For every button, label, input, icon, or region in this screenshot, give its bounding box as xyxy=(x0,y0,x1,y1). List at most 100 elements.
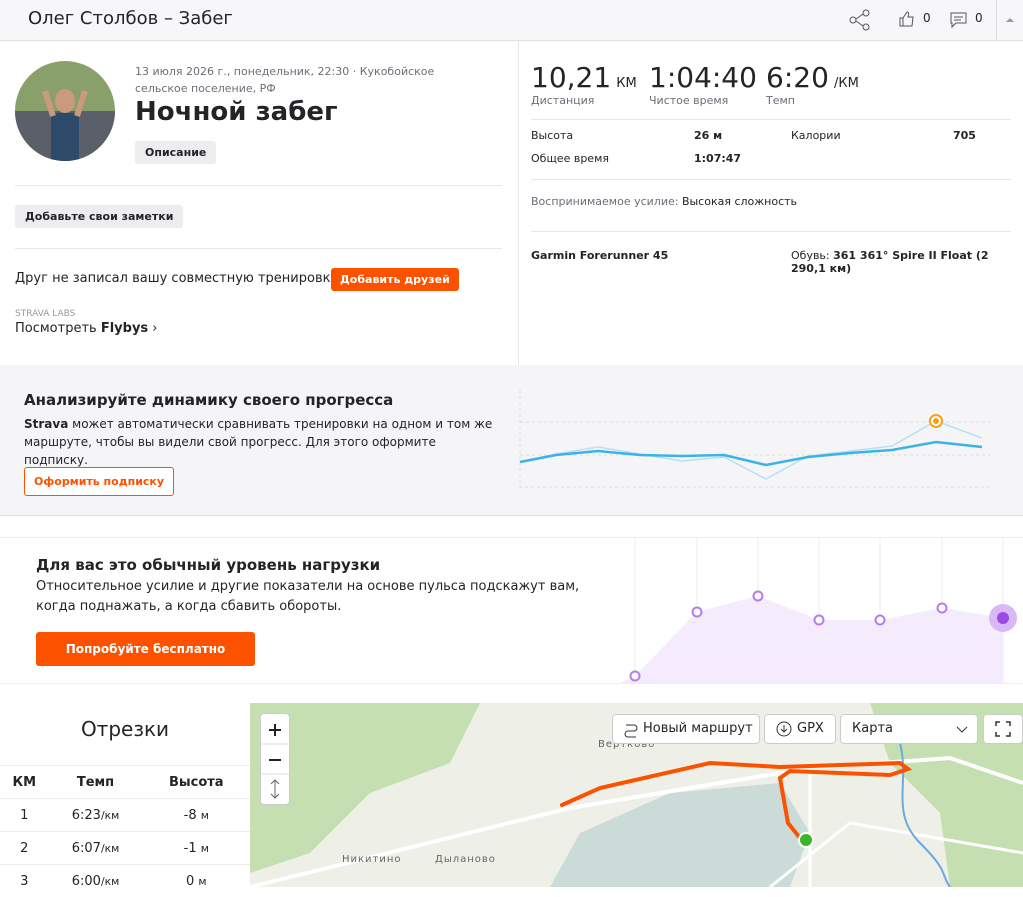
column-header: Высота xyxy=(143,766,250,799)
place-label: Дыланово xyxy=(435,854,496,865)
zoom-icons xyxy=(261,714,289,804)
stat: 10,21 КМ Дистанция xyxy=(531,61,637,107)
promo-text: Strava может автоматически сравнивать тр… xyxy=(24,415,494,469)
gpx-button[interactable]: GPX xyxy=(764,714,836,744)
perceived-effort: Воспринимаемое усилие: Высокая сложность xyxy=(531,195,797,208)
date-location: 13 июля 2026 г., понедельник, 22:30 · Ку… xyxy=(135,63,480,97)
route-icon xyxy=(623,722,639,738)
fullscreen-button[interactable] xyxy=(983,714,1023,744)
notes-button[interactable]: Добавьте свои заметки xyxy=(15,205,183,228)
elevation: 0 м xyxy=(143,865,250,897)
pace: 6:07/км xyxy=(49,832,143,865)
elev-value: -8 xyxy=(184,808,197,823)
promo-title: Для вас это обычный уровень нагрузки xyxy=(36,556,380,574)
description-button[interactable]: Описание xyxy=(135,141,216,164)
map[interactable]: Вертково Никитино Дыланово Новый маршрут… xyxy=(250,703,1023,887)
promo-text: Относительное усилие и другие показатели… xyxy=(36,577,581,617)
pace-unit: /км xyxy=(101,875,119,888)
detail-label: Высота xyxy=(531,129,573,142)
km: 1 xyxy=(0,799,49,832)
stat-value: 6:20 xyxy=(766,61,829,94)
detail-value: 26 м xyxy=(694,129,722,142)
zoom-controls xyxy=(260,713,290,805)
pace-value: 6:23 xyxy=(72,808,101,823)
scroll-up[interactable] xyxy=(996,0,1023,40)
effort-promo: Для вас это обычный уровень нагрузки Отн… xyxy=(0,537,1023,684)
place-label: Никитино xyxy=(342,854,402,865)
friend-prompt: Друг не записал вашу совместную трениров… xyxy=(15,271,345,286)
shoes: Обувь: 361 361° Spire II Float (2 290,1 … xyxy=(791,249,1023,275)
comment-icon[interactable] xyxy=(950,11,968,29)
km: 3 xyxy=(0,865,49,897)
elevation: -8 м xyxy=(143,799,250,832)
divider xyxy=(15,248,502,249)
promo-body: может автоматически сравнивать тренировк… xyxy=(24,417,492,467)
elev-value: -1 xyxy=(184,841,197,856)
flybys-prefix: Посмотреть xyxy=(15,321,97,336)
device: Garmin Forerunner 45 xyxy=(531,249,668,262)
effort-illustration xyxy=(600,538,1023,683)
stat: 6:20 /КМ Темп xyxy=(766,61,859,107)
segments-title: Отрезки xyxy=(0,717,250,741)
stat-unit: /КМ xyxy=(834,76,859,91)
flybys-link[interactable]: Посмотреть Flybys › xyxy=(15,321,158,336)
header-title: Олег Столбов – Забег xyxy=(28,8,233,29)
activity-name: Ночной забег xyxy=(135,97,338,127)
perceived-value: Высокая сложность xyxy=(682,195,797,208)
stat-label: Чистое время xyxy=(649,94,757,107)
pace-value: 6:07 xyxy=(72,841,101,856)
header: Олег Столбов – Забег 0 0 xyxy=(0,0,1023,41)
pace-value: 6:00 xyxy=(72,874,101,889)
comments-count: 0 xyxy=(975,11,983,25)
detail-value: 705 xyxy=(953,129,976,142)
share-icon[interactable] xyxy=(848,8,872,32)
pace: 6:00/км xyxy=(49,865,143,897)
stat-label: Темп xyxy=(766,94,859,107)
divider xyxy=(15,185,502,186)
shoes-label: Обувь: xyxy=(791,249,830,262)
progress-illustration xyxy=(515,385,995,495)
promo-title: Анализируйте динамику своего прогресса xyxy=(24,391,393,409)
fullscreen-icon xyxy=(984,715,1022,743)
pace: 6:23/км xyxy=(49,799,143,832)
divider xyxy=(531,179,1011,180)
divider xyxy=(531,119,1011,120)
download-icon xyxy=(776,721,792,737)
try-free-button[interactable]: Попробуйте бесплатно xyxy=(36,632,255,666)
detail-value: 1:07:47 xyxy=(694,152,741,165)
brand: Strava xyxy=(24,417,68,431)
stat-value: 1:04:40 xyxy=(649,61,757,94)
activity-panel: 13 июля 2026 г., понедельник, 22:30 · Ку… xyxy=(0,41,519,365)
km: 2 xyxy=(0,832,49,865)
labs-label: STRAVA LABS xyxy=(15,309,75,319)
add-friends-button[interactable]: Добавить друзей xyxy=(331,268,459,291)
detail-label: Общее время xyxy=(531,152,609,165)
chevron-icon xyxy=(956,723,968,735)
divider xyxy=(531,231,1011,232)
progress-promo: Анализируйте динамику своего прогресса S… xyxy=(0,365,1023,516)
stat-unit: КМ xyxy=(616,76,636,91)
likes-count: 0 xyxy=(923,11,931,25)
pace-unit: /км xyxy=(101,842,119,855)
elevation: -1 м xyxy=(143,832,250,865)
elev-value: 0 xyxy=(186,874,194,889)
perceived-label: Воспринимаемое усилие: xyxy=(531,195,678,208)
stat-value: 10,21 xyxy=(531,61,611,94)
stat-label: Дистанция xyxy=(531,94,637,107)
elev-unit: м xyxy=(201,842,209,855)
flybys: Flybys xyxy=(101,321,148,336)
avatar xyxy=(15,61,115,161)
subscribe-button[interactable]: Оформить подписку xyxy=(24,467,174,496)
like-icon[interactable] xyxy=(898,10,916,28)
column-header: Темп xyxy=(49,766,143,799)
